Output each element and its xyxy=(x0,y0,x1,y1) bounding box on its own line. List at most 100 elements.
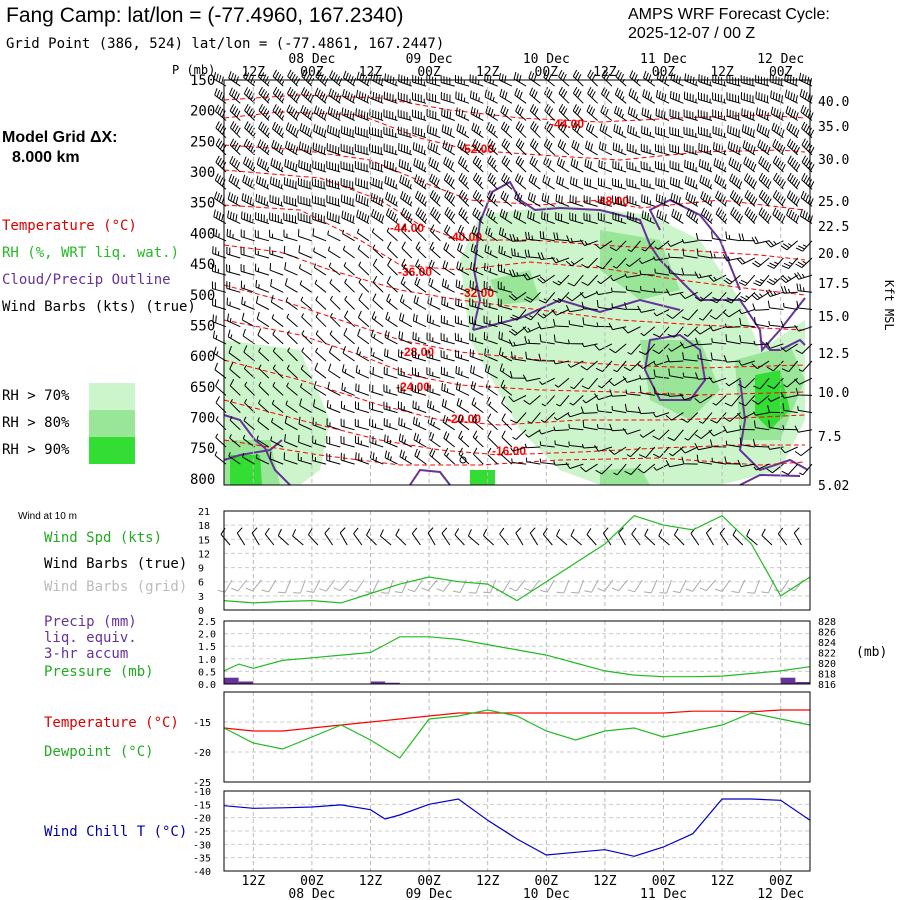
wind-barb xyxy=(786,122,800,139)
wind-barb xyxy=(665,288,684,296)
wind-barb xyxy=(712,395,727,406)
wind-barb xyxy=(228,345,241,362)
wind-barb xyxy=(286,313,298,328)
wind-barb xyxy=(272,69,285,87)
wind-barb xyxy=(694,429,713,440)
wind-barb xyxy=(327,106,341,121)
wind-barb-true xyxy=(339,527,348,546)
wind-barb xyxy=(553,426,570,432)
wind-barb xyxy=(697,354,713,362)
pressure-tick-label: 500 xyxy=(190,288,215,304)
windchill-tick-label: -25 xyxy=(193,827,211,838)
wind-barb xyxy=(669,126,684,139)
wind-barb xyxy=(312,142,327,156)
wind-barb xyxy=(543,70,556,87)
wind-barb xyxy=(326,160,341,173)
wind-barb xyxy=(612,178,627,190)
wind-barb-grid xyxy=(407,579,423,593)
date-label-bottom: 10 Dec xyxy=(523,887,570,900)
wind-barb xyxy=(441,398,455,414)
wind-barb xyxy=(744,207,758,224)
time-tick-bottom: 00Z xyxy=(417,874,441,889)
wind-barb-true xyxy=(379,529,392,546)
wind-barb xyxy=(514,88,527,104)
wind-barb xyxy=(558,104,570,121)
wind-barb xyxy=(637,406,655,415)
wind-barb xyxy=(665,412,684,421)
temperature-contour xyxy=(223,144,806,211)
wind-barb xyxy=(313,105,328,121)
temperature-label: -32.00 xyxy=(460,286,494,300)
wind-barb xyxy=(557,139,570,156)
wind-barb xyxy=(542,174,555,190)
wind-barb xyxy=(272,330,284,345)
wind-barb xyxy=(299,280,313,293)
wind-barb xyxy=(398,433,413,448)
wind-10m-label: Wind at 10 m xyxy=(18,511,77,522)
wind-barb xyxy=(587,69,598,87)
wind-barb-grid xyxy=(365,579,379,594)
wind-barb xyxy=(414,174,427,190)
wind-barb xyxy=(430,207,441,224)
wind-barb xyxy=(370,329,384,345)
wind-barb xyxy=(287,69,301,87)
wind-barb xyxy=(426,350,441,362)
wind-barbs-grid-label: Wind Barbs (grid) xyxy=(44,579,187,595)
wind-barb xyxy=(298,141,313,156)
pressure-tick-label: 250 xyxy=(190,134,215,150)
wind-barb xyxy=(258,86,270,104)
wind-barb xyxy=(440,332,455,345)
wind-barb xyxy=(269,246,284,259)
wind-barb xyxy=(527,412,541,424)
wind-barb xyxy=(610,287,627,293)
wind-barb xyxy=(444,189,456,207)
wind-barb xyxy=(415,207,428,224)
wind-barb xyxy=(780,240,799,251)
wind-barb xyxy=(383,91,398,104)
wind-barb xyxy=(415,224,427,242)
wind-barb xyxy=(457,156,470,173)
wind-barb xyxy=(329,70,343,87)
wind-barb xyxy=(638,343,656,355)
wind-barb xyxy=(399,449,413,465)
wind-barb xyxy=(523,291,541,303)
wind-barb xyxy=(485,105,498,121)
wind-barb xyxy=(511,351,527,362)
wind-barb xyxy=(683,326,699,337)
wind-barb xyxy=(229,138,241,156)
wind-barb xyxy=(554,377,570,388)
wind-barb xyxy=(501,396,513,413)
wind-barb xyxy=(329,313,341,328)
wind-barb-true xyxy=(264,527,275,546)
legend-temperature: Temperature (°C) xyxy=(2,218,137,234)
wind-barb xyxy=(641,194,655,207)
wind-barb xyxy=(227,210,241,225)
wind-barb xyxy=(539,377,555,385)
wind-barb xyxy=(300,296,313,310)
wind-barb xyxy=(655,161,670,173)
wind-barb xyxy=(372,244,384,259)
wind-barb xyxy=(698,158,713,173)
wind-barb-grid xyxy=(436,579,453,592)
wind-barb xyxy=(598,377,613,389)
wind-barb xyxy=(737,459,755,468)
wind-barb xyxy=(567,274,584,287)
wind-barb xyxy=(226,281,241,293)
wind-barb xyxy=(682,352,698,362)
temperature-contour xyxy=(223,319,806,396)
time-tick-bottom: 00Z xyxy=(535,874,559,889)
wind-barb xyxy=(625,285,641,293)
wind-barb xyxy=(609,240,627,252)
wind-barb xyxy=(326,436,341,448)
legend-rh70: RH > 70% xyxy=(2,388,70,404)
wind-barb-true xyxy=(761,528,773,546)
date-label-bottom: 09 Dec xyxy=(406,887,453,900)
wind-barb-true xyxy=(644,528,656,546)
wind-barb xyxy=(455,382,470,396)
wind-barb xyxy=(243,70,256,87)
wind-barb xyxy=(738,309,755,315)
wind-barb xyxy=(622,427,641,435)
wind-barb xyxy=(472,207,484,224)
wind-barb xyxy=(641,107,656,121)
wind-barb xyxy=(327,246,341,259)
